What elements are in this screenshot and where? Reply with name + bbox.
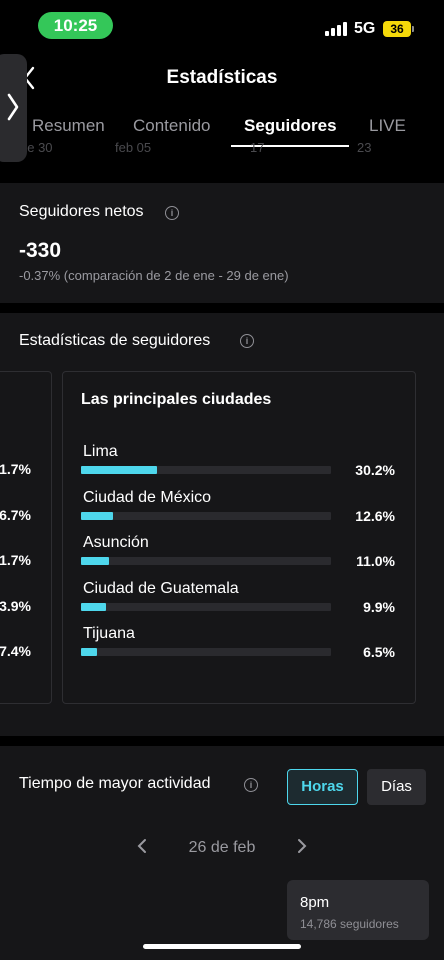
- tab-resumen[interactable]: Resumen: [32, 116, 105, 135]
- active-tab-indicator: [231, 145, 349, 147]
- city-row: Lima 30.2%: [81, 443, 401, 483]
- city-bar-track: [81, 602, 331, 611]
- city-name: Asunción: [83, 534, 149, 551]
- city-bar-track: [81, 466, 331, 474]
- days-toggle-button[interactable]: Días: [367, 769, 426, 805]
- city-row: Tijuana 6.5%: [81, 625, 401, 665]
- info-icon[interactable]: i: [165, 206, 179, 220]
- city-row: Ciudad de Guatemala 9.9%: [81, 580, 401, 620]
- city-percent: 9.9%: [363, 598, 395, 615]
- next-date-button[interactable]: [294, 838, 310, 858]
- ghost-label: ne 30: [20, 140, 53, 155]
- net-followers-comparison: -0.37% (comparación de 2 de ene - 29 de …: [19, 268, 289, 283]
- chevron-left-icon: [137, 839, 146, 853]
- ghost-label: 17: [250, 140, 265, 155]
- net-followers-value: -330: [19, 239, 62, 262]
- net-followers-card: [0, 183, 444, 303]
- stat-value: 1.7%: [0, 461, 31, 477]
- stat-value: 6.7%: [0, 507, 31, 523]
- city-row: Ciudad de México 12.6%: [81, 489, 401, 529]
- city-percent: 11.0%: [356, 553, 395, 569]
- current-date: 26 de feb: [188, 839, 256, 856]
- battery-icon: 36: [383, 21, 411, 37]
- chevron-right-icon: [298, 839, 307, 853]
- hours-toggle-button[interactable]: Horas: [287, 769, 358, 805]
- previous-date-button[interactable]: [134, 838, 150, 858]
- ghost-label: feb 05: [115, 140, 152, 155]
- stat-value: 3.9%: [0, 598, 31, 614]
- page-title: Estadísticas: [166, 67, 278, 88]
- left-stats-panel[interactable]: 1.7% 6.7% 1.7% 3.9% 7.4%: [0, 371, 52, 704]
- city-bar-fill: [81, 511, 113, 520]
- status-bar: 10:25 5G 36: [0, 0, 444, 50]
- city-name: Tijuana: [83, 625, 135, 642]
- city-bar-track: [81, 511, 331, 520]
- tab-live[interactable]: LIVE: [369, 116, 406, 135]
- city-bar-track: [81, 557, 331, 565]
- city-bar-fill: [81, 648, 97, 656]
- tooltip-followers: 14,786 seguidores: [300, 917, 399, 931]
- follower-stats-title: Estadísticas de seguidores: [19, 332, 211, 349]
- signal-bars-icon: [325, 22, 347, 36]
- tab-contenido[interactable]: Contenido: [133, 116, 211, 135]
- tab-bar: Resumen Contenido Seguidores LIVE: [0, 108, 444, 156]
- city-bar-track: [81, 648, 331, 656]
- stat-value: 1.7%: [0, 552, 31, 568]
- activity-title: Tiempo de mayor actividad: [19, 775, 211, 792]
- network-label: 5G: [354, 20, 376, 37]
- city-name: Lima: [83, 443, 118, 460]
- chevron-right-icon: [7, 93, 19, 121]
- city-name: Ciudad de Guatemala: [83, 579, 239, 597]
- top-cities-title: Las principales ciudades: [81, 391, 272, 408]
- timeline-ghost-labels: ne 30 feb 05 17 23: [0, 138, 444, 156]
- home-indicator[interactable]: [143, 944, 301, 949]
- date-navigator: 26 de feb: [0, 836, 444, 862]
- city-percent: 30.2%: [355, 462, 395, 478]
- info-icon[interactable]: i: [240, 334, 254, 348]
- status-time[interactable]: 10:25: [38, 12, 113, 39]
- net-followers-title: Seguidores netos: [19, 203, 144, 220]
- info-icon[interactable]: i: [244, 778, 258, 792]
- city-percent: 6.5%: [363, 644, 395, 660]
- stat-value: 7.4%: [0, 643, 31, 659]
- peak-time-tooltip: 8pm 14,786 seguidores: [287, 880, 429, 940]
- city-bar-fill: [81, 557, 109, 565]
- page-header: Estadísticas: [0, 50, 444, 110]
- tooltip-time: 8pm: [300, 894, 330, 911]
- side-handle[interactable]: [0, 54, 27, 162]
- city-bar-fill: [81, 602, 106, 611]
- ghost-label: 23: [357, 140, 372, 155]
- city-row: Asunción 11.0%: [81, 534, 401, 574]
- city-percent: 12.6%: [355, 507, 395, 524]
- city-name: Ciudad de México: [83, 488, 212, 506]
- battery-tip: [412, 26, 414, 32]
- city-bar-fill: [81, 466, 157, 474]
- tab-seguidores[interactable]: Seguidores: [244, 116, 337, 135]
